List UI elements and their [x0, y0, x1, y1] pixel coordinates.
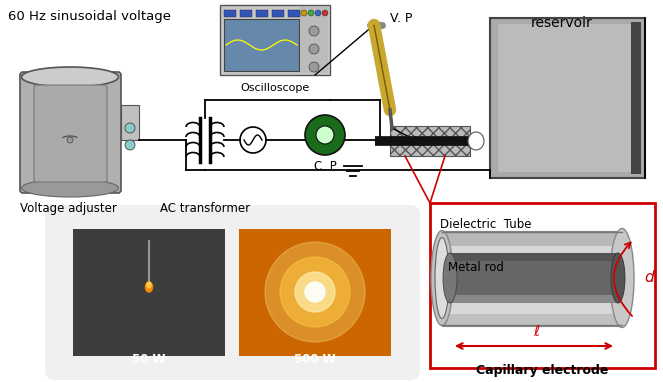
Ellipse shape	[611, 253, 625, 303]
Circle shape	[309, 26, 319, 36]
Bar	[450, 295, 618, 303]
FancyBboxPatch shape	[34, 85, 107, 182]
Circle shape	[316, 126, 334, 144]
Bar	[490, 18, 645, 178]
Circle shape	[308, 10, 314, 16]
Text: Oscilloscope: Oscilloscope	[241, 83, 310, 93]
FancyBboxPatch shape	[45, 205, 420, 380]
Circle shape	[305, 115, 345, 155]
Circle shape	[125, 140, 135, 150]
Text: reservoir: reservoir	[531, 16, 593, 30]
Text: AC transformer: AC transformer	[160, 202, 250, 215]
Circle shape	[280, 257, 350, 327]
Text: 50 W: 50 W	[132, 353, 166, 366]
Text: 500 W: 500 W	[294, 353, 336, 366]
Circle shape	[67, 137, 73, 143]
Text: V. P: V. P	[390, 12, 412, 25]
Bar	[239, 229, 391, 356]
Ellipse shape	[21, 179, 119, 197]
Text: C. P: C. P	[314, 160, 336, 173]
Bar	[224, 19, 299, 71]
Circle shape	[322, 10, 328, 16]
Text: Voltage adjuster: Voltage adjuster	[20, 202, 117, 215]
Bar	[442, 231, 622, 326]
Bar	[300, 7, 328, 73]
Ellipse shape	[21, 67, 119, 87]
Text: Metal rod: Metal rod	[448, 261, 504, 274]
Bar	[240, 10, 252, 17]
Circle shape	[301, 10, 307, 16]
Bar	[121, 105, 139, 140]
Bar	[450, 253, 618, 261]
Ellipse shape	[431, 230, 453, 325]
FancyBboxPatch shape	[220, 5, 330, 75]
Ellipse shape	[610, 228, 634, 327]
FancyBboxPatch shape	[20, 72, 121, 193]
Circle shape	[265, 242, 365, 342]
Bar	[256, 10, 268, 17]
Circle shape	[240, 127, 266, 153]
Ellipse shape	[443, 253, 457, 303]
Bar	[224, 10, 236, 17]
Bar	[73, 229, 225, 356]
Circle shape	[295, 272, 335, 312]
Text: d: d	[644, 270, 654, 285]
Bar	[288, 10, 300, 17]
Text: Capillary electrode: Capillary electrode	[476, 364, 608, 377]
Circle shape	[309, 44, 319, 54]
Bar	[442, 314, 622, 326]
Circle shape	[125, 123, 135, 133]
Bar	[272, 10, 284, 17]
Bar	[442, 231, 622, 246]
Bar	[631, 22, 641, 174]
Bar	[430, 203, 655, 368]
Ellipse shape	[147, 282, 151, 288]
Ellipse shape	[145, 282, 152, 292]
Circle shape	[315, 10, 321, 16]
Ellipse shape	[435, 238, 449, 319]
Bar	[450, 253, 618, 303]
Circle shape	[305, 282, 325, 302]
Bar	[390, 126, 470, 156]
Text: Dielectric  Tube: Dielectric Tube	[440, 218, 532, 231]
Circle shape	[309, 62, 319, 72]
Text: ℓ: ℓ	[533, 324, 539, 339]
Text: 60 Hz sinusoidal voltage: 60 Hz sinusoidal voltage	[8, 10, 171, 23]
Bar	[498, 24, 631, 172]
Ellipse shape	[468, 132, 484, 150]
